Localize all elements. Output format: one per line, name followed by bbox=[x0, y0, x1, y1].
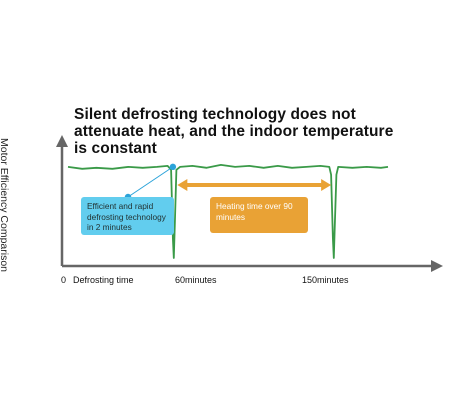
callout-dot-end bbox=[169, 163, 177, 171]
x-tick-label-150: 150minutes bbox=[302, 275, 349, 285]
heating-arrow-head-left bbox=[177, 179, 188, 191]
callout-line bbox=[127, 166, 174, 198]
annotation-orange-box: Heating time over 90 minutes bbox=[210, 197, 308, 233]
x-tick-label-defrosting: Defrosting time bbox=[73, 275, 134, 285]
y-axis-arrowhead bbox=[56, 135, 68, 147]
x-axis-arrowhead bbox=[431, 260, 443, 272]
chart-title-line-2: attenuate heat, and the indoor temperatu… bbox=[74, 123, 394, 140]
annotation-blue-box: Efficient and rapid defrosting technolog… bbox=[81, 197, 174, 235]
chart-title-line-3: is constant bbox=[74, 140, 157, 157]
x-tick-label-60: 60minutes bbox=[175, 275, 217, 285]
heating-arrow-head-right bbox=[321, 179, 332, 191]
series-line bbox=[67, 163, 389, 259]
chart-title-line-1: Silent defrosting technology does not bbox=[74, 106, 356, 123]
x-tick-label-0: 0 bbox=[61, 275, 67, 285]
